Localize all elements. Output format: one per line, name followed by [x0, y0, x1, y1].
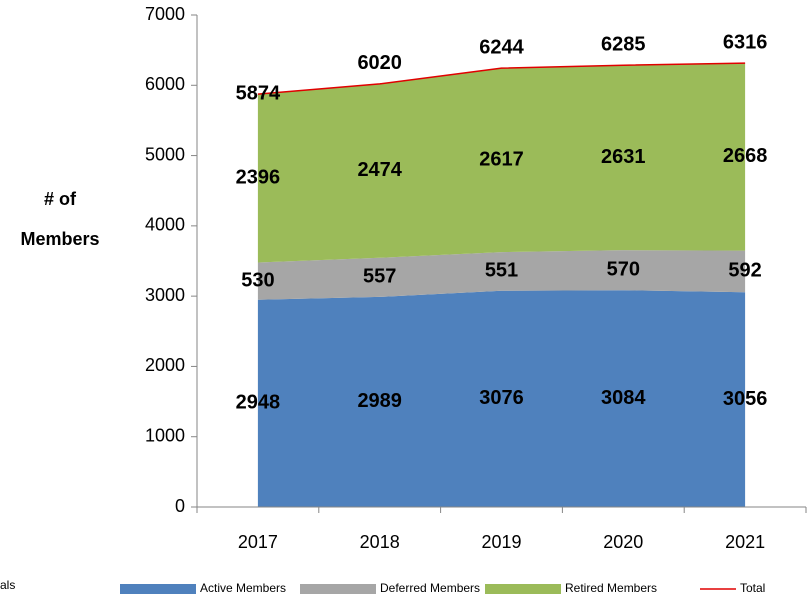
y-tick-label: 0 [175, 496, 185, 516]
y-tick-label: 7000 [145, 4, 185, 24]
legend-swatch [485, 584, 561, 594]
data-label: 2948 [236, 392, 281, 414]
data-label: 530 [241, 269, 274, 291]
total-line [257, 62, 746, 95]
data-label: 557 [363, 266, 396, 288]
area [257, 250, 746, 300]
x-tick-label: 2021 [725, 532, 765, 552]
y-tick-label: 1000 [145, 425, 185, 445]
data-label: 6244 [479, 36, 524, 58]
data-label: 6285 [601, 34, 646, 56]
data-label: 570 [607, 258, 640, 280]
data-label: 551 [485, 260, 518, 282]
y-axis-label: Members [20, 229, 99, 249]
data-label: 2474 [357, 159, 402, 181]
data-label: 6316 [723, 31, 768, 53]
legend-label: Retired Members [565, 581, 657, 595]
legend-swatch [120, 584, 196, 594]
legend-swatch [300, 584, 376, 594]
data-label: 3076 [479, 387, 524, 409]
cut-off-text: als [0, 578, 15, 592]
legend-label: Active Members [200, 581, 286, 595]
legend-label: Deferred Members [380, 581, 480, 595]
x-tick-label: 2017 [238, 532, 278, 552]
data-label: 3084 [601, 387, 646, 409]
y-tick-label: 6000 [145, 74, 185, 94]
data-label: 6020 [357, 52, 402, 74]
y-tick-label: 3000 [145, 285, 185, 305]
data-label: 2617 [479, 148, 524, 170]
legend-label: Total [740, 581, 765, 595]
x-tick-label: 2018 [360, 532, 400, 552]
data-label: 2989 [357, 390, 402, 412]
x-tick-label: 2020 [603, 532, 643, 552]
data-label: 2396 [236, 167, 281, 189]
data-label: 5874 [236, 82, 281, 104]
data-label: 2668 [723, 145, 768, 167]
y-tick-label: 2000 [145, 355, 185, 375]
data-label: 2631 [601, 146, 646, 168]
x-tick-label: 2019 [481, 532, 521, 552]
data-label: 592 [728, 260, 761, 282]
y-tick-label: 5000 [145, 144, 185, 164]
data-label: 3056 [723, 388, 768, 410]
area [257, 290, 746, 507]
y-tick-label: 4000 [145, 215, 185, 235]
y-axis-label: # of [44, 189, 77, 209]
area [257, 63, 746, 263]
